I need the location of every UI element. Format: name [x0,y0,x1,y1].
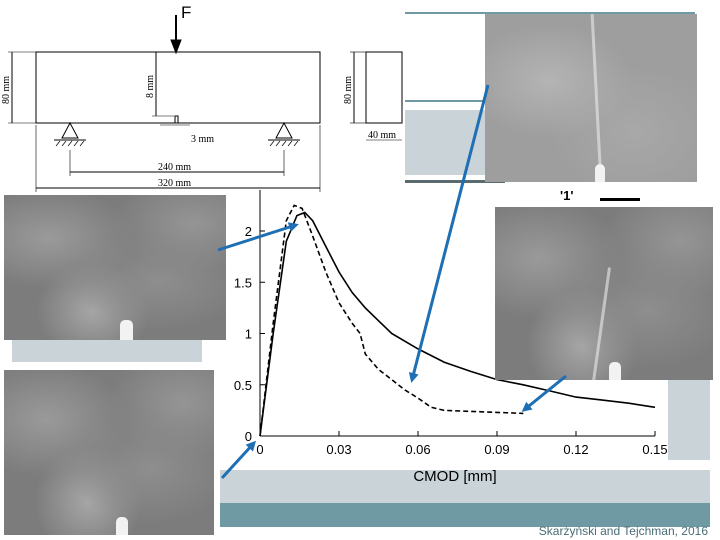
credit-text: Skarżyński and Tejchman, 2016 [538,524,708,538]
background-panel-left [12,338,202,362]
arrow-to-dashed-tail [408,84,490,383]
inset-label: '1' [560,188,574,203]
footer-bar [220,503,710,527]
force-arrow-head [170,39,182,55]
background-panel-bottom [220,470,710,505]
height-label: 80 mm [1,76,12,104]
x-tick-label: 0.09 [484,442,509,457]
right-support [275,121,293,139]
y-tick-label: 0.5 [234,378,252,393]
panel-line-top [405,12,695,14]
x-tick-label: 0 [256,442,263,457]
x-tick-label: 0.15 [642,442,667,457]
beam-diagram: F 80 mm 8 mm 3 mm 240 mm 320 mm 80 mm 40… [1,3,403,192]
length-label: 320 mm [158,178,191,189]
x-tick-label: 0.06 [405,442,430,457]
y-tick-label: 1 [245,327,252,342]
y-tick-label: 1.5 [234,275,252,290]
y-tick-label: 0 [245,429,252,444]
specimen-photo-left-bottom [4,370,214,535]
series-line-solid [259,211,656,437]
span-label: 240 mm [158,162,191,173]
notch-depth-label: 8 mm [145,75,156,98]
specimen-photo-right [495,207,713,380]
section-width-label: 40 mm [368,130,396,141]
chart-series [259,204,656,437]
section-body [365,51,403,124]
y-tick-label: 2 [245,224,252,239]
chart-x-axis-label: CMOD [mm] [413,468,496,485]
specimen-photo-top [485,14,697,182]
arrow-to-dashed-end [521,374,567,412]
chart-ticks: 0 0.03 0.06 0.09 0.12 0.15 0 0.5 1 1.5 2 [234,224,668,457]
scale-bar [600,198,640,201]
left-support [61,121,79,139]
inset-label-row: '1' [500,184,660,206]
arrow-to-origin [220,440,257,480]
x-tick-label: 0.03 [326,442,351,457]
notch-width-label: 3 mm [191,134,214,145]
x-tick-label: 0.12 [563,442,588,457]
panel-line-low [405,180,505,183]
specimen-photo-left-top [4,195,226,340]
arrow-to-peak [217,222,299,252]
background-panel-right [668,380,710,460]
beam-notch [174,115,179,124]
series-line-dashed [259,204,524,437]
section-height-label: 80 mm [343,76,354,104]
force-label: F [181,3,191,22]
